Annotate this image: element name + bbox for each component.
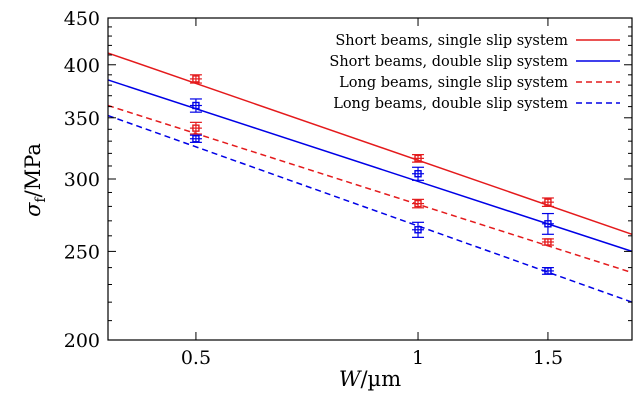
x-tick-label: 1.5 xyxy=(533,347,563,369)
legend-label: Long beams, double slip system xyxy=(333,96,568,112)
legend-label: Short beams, single slip system xyxy=(335,33,568,49)
legend: Short beams, single slip system Short bea… xyxy=(329,33,620,112)
legend-label: Long beams, single slip system xyxy=(339,75,568,91)
legend-label: Short beams, double slip system xyxy=(329,54,568,70)
y-tick-label: 450 xyxy=(64,8,100,30)
y-tick-label: 300 xyxy=(64,169,100,191)
y-axis-label: σf/MPa xyxy=(21,143,49,217)
data-markers xyxy=(189,75,554,275)
y-tick-label: 400 xyxy=(64,55,100,77)
tick-labels: 0.5 1 1.5 200 250 300 350 400 450 xyxy=(64,8,563,369)
y-tick-label: 250 xyxy=(64,241,100,263)
x-tick-label: 1 xyxy=(412,347,424,369)
x-axis-label: W/µm xyxy=(339,367,401,391)
axis-ticks xyxy=(108,17,632,341)
y-tick-label: 350 xyxy=(64,108,100,130)
y-tick-label: 200 xyxy=(64,330,100,352)
fit-line xyxy=(107,104,633,274)
x-tick-label: 0.5 xyxy=(181,347,211,369)
